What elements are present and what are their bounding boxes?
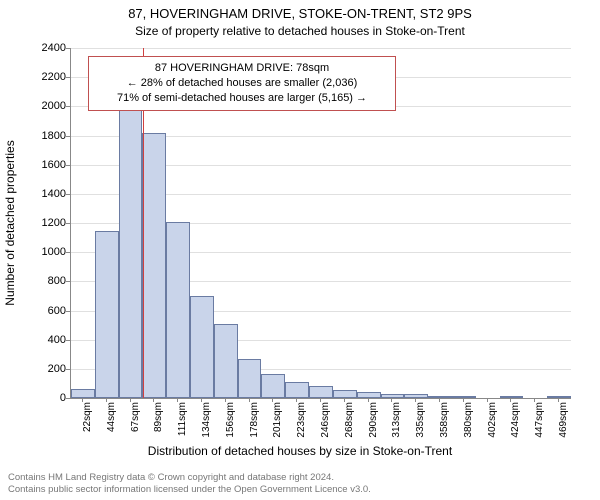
y-tick-label: 2400 bbox=[6, 42, 66, 54]
info-box-line: ← 28% of detached houses are smaller (2,… bbox=[97, 76, 387, 91]
info-box-line: 87 HOVERINGHAM DRIVE: 78sqm bbox=[97, 61, 387, 76]
histogram-bar bbox=[333, 390, 357, 398]
histogram-bar bbox=[71, 389, 95, 398]
footer-line: Contains HM Land Registry data © Crown c… bbox=[8, 472, 371, 484]
y-tick-label: 2200 bbox=[6, 71, 66, 83]
histogram-bar bbox=[95, 231, 119, 398]
y-tick-label: 1400 bbox=[6, 188, 66, 200]
histogram-bar bbox=[261, 374, 285, 398]
x-axis-label: Distribution of detached houses by size … bbox=[0, 444, 600, 458]
footer-attribution: Contains HM Land Registry data © Crown c… bbox=[8, 472, 371, 496]
footer-line: Contains public sector information licen… bbox=[8, 484, 371, 496]
histogram-bar bbox=[119, 109, 143, 398]
y-tick-label: 0 bbox=[6, 392, 66, 404]
histogram-bar bbox=[238, 359, 262, 398]
histogram-bar bbox=[214, 324, 238, 398]
histogram-bar bbox=[190, 296, 214, 398]
histogram-bar bbox=[309, 386, 333, 398]
chart-title-main: 87, HOVERINGHAM DRIVE, STOKE-ON-TRENT, S… bbox=[0, 6, 600, 21]
y-tick-label: 1800 bbox=[6, 130, 66, 142]
info-box: 87 HOVERINGHAM DRIVE: 78sqm ← 28% of det… bbox=[88, 56, 396, 111]
y-tick-label: 1200 bbox=[6, 217, 66, 229]
chart-title-sub: Size of property relative to detached ho… bbox=[0, 24, 600, 38]
histogram-bar bbox=[166, 222, 190, 398]
y-tick-label: 2000 bbox=[6, 100, 66, 112]
y-tick-label: 600 bbox=[6, 305, 66, 317]
y-tick-label: 1600 bbox=[6, 159, 66, 171]
info-box-line: 71% of semi-detached houses are larger (… bbox=[97, 91, 387, 106]
y-tick-label: 800 bbox=[6, 275, 66, 287]
y-tick-label: 200 bbox=[6, 363, 66, 375]
histogram-bar bbox=[285, 382, 309, 398]
property-size-histogram: 87, HOVERINGHAM DRIVE, STOKE-ON-TRENT, S… bbox=[0, 0, 600, 500]
y-tick-label: 1000 bbox=[6, 246, 66, 258]
y-tick-label: 400 bbox=[6, 334, 66, 346]
histogram-bar bbox=[142, 133, 166, 398]
